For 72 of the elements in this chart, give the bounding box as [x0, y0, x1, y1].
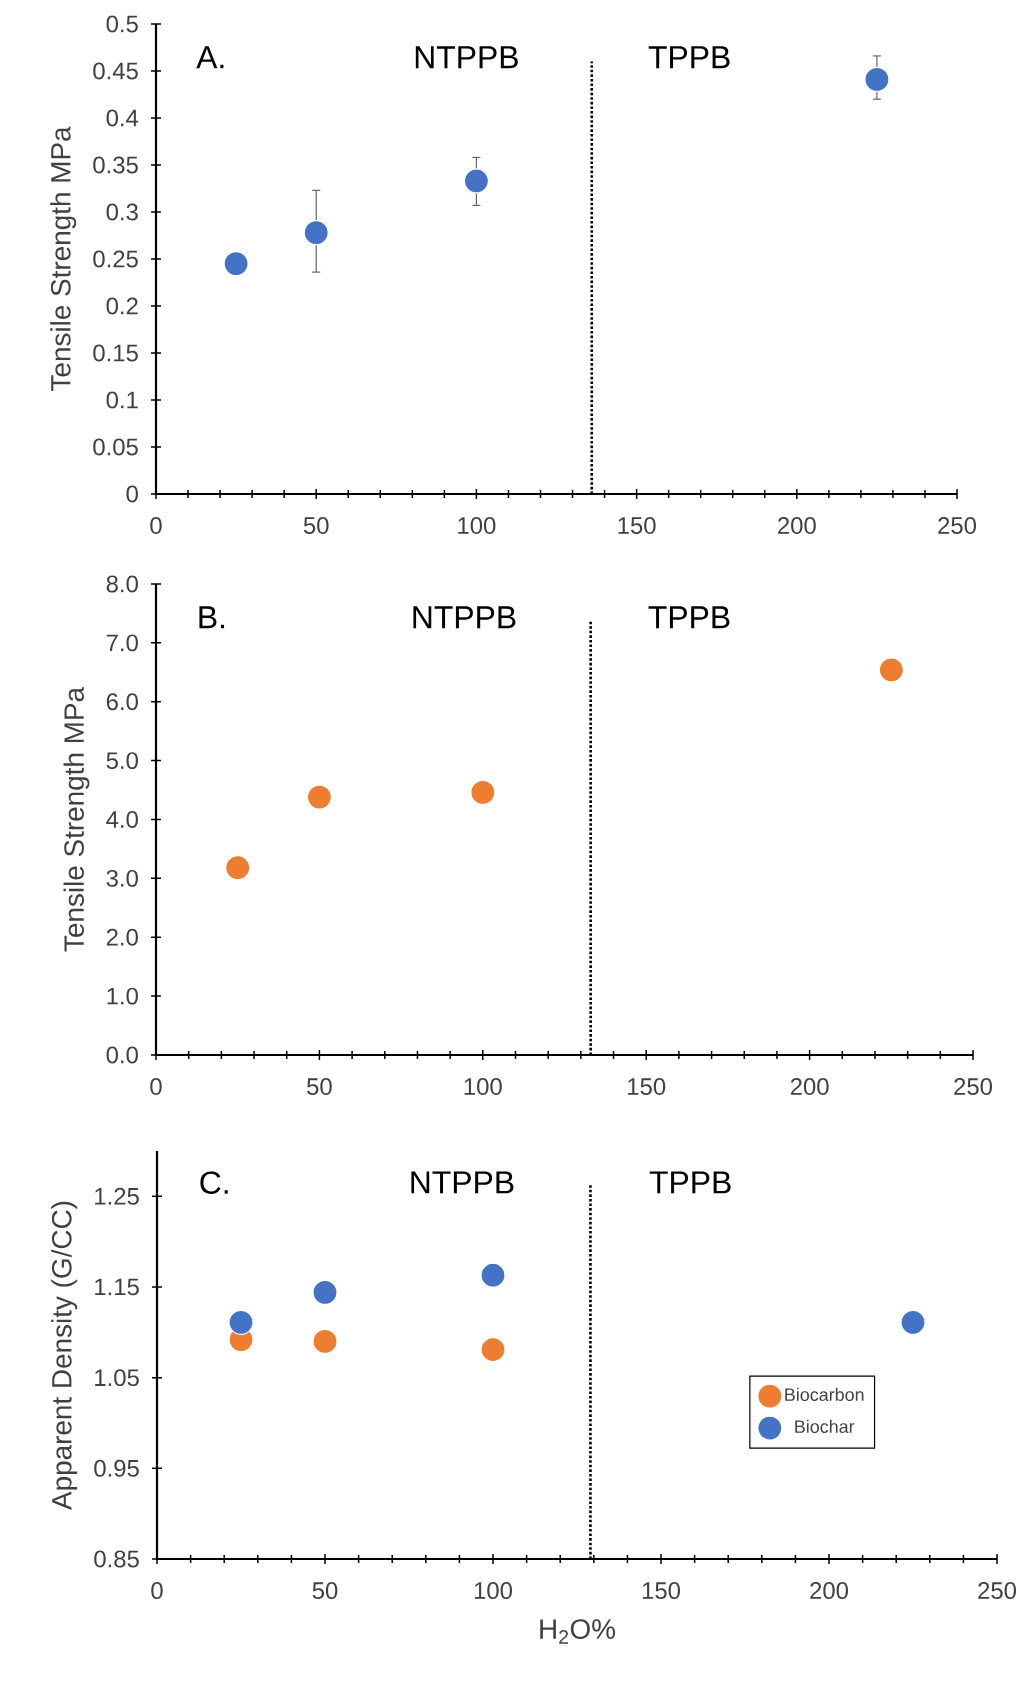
- y-tick-label: 0.35: [93, 156, 138, 174]
- x-tick-label: 150: [628, 1078, 666, 1096]
- x-tick-label: 50: [307, 1078, 332, 1096]
- point: [312, 1279, 338, 1306]
- y-tick-label: 2.0: [106, 928, 138, 946]
- y-tick-label: 8.0: [106, 575, 138, 593]
- annotation: TPPB: [648, 46, 730, 69]
- y-tick-label: 0.95: [94, 1459, 139, 1477]
- point: [480, 1262, 506, 1288]
- legend-label: Biochar: [795, 1419, 855, 1433]
- point: [463, 168, 490, 194]
- y-tick-label: 0.45: [93, 62, 138, 80]
- x-tick-label: 250: [938, 517, 977, 535]
- y-tick-label: 0.4: [106, 109, 139, 127]
- y-tick-label: 0.85: [94, 1550, 139, 1568]
- annotation: NTPPB: [413, 606, 516, 629]
- annotation: C.: [200, 1171, 228, 1194]
- y-tick-label: 1.25: [95, 1187, 139, 1205]
- x-tick-label: 0: [151, 1582, 163, 1600]
- point: [303, 220, 329, 246]
- annotation: A.: [196, 46, 224, 69]
- x-tick-label: 0: [150, 1078, 162, 1096]
- y-tick-label: 0.05: [93, 438, 138, 456]
- x-tick-label: 50: [312, 1582, 338, 1600]
- point: [878, 657, 904, 683]
- x-tick-label: 200: [790, 1078, 829, 1096]
- legend-label: Biocarbon: [785, 1387, 864, 1401]
- x-tick-label: 100: [464, 1078, 502, 1096]
- annotation: B.: [199, 606, 225, 629]
- point: [470, 779, 496, 805]
- x-tick-label: 250: [954, 1078, 993, 1096]
- point: [864, 66, 890, 93]
- y-tick-label: 0.25: [93, 250, 138, 268]
- y-axis-title: Tensile Strength MPa: [50, 126, 77, 391]
- point: [306, 784, 333, 810]
- y-tick-label: 0.2: [106, 297, 138, 315]
- y-axis-title: Tensile Strength MPa: [63, 686, 90, 952]
- y-tick-label: 1.05: [95, 1369, 139, 1387]
- y-tick-label: 6.0: [106, 693, 138, 711]
- x-tick-label: 200: [778, 517, 816, 535]
- annotation: NTPPB: [415, 46, 518, 69]
- y-axis-title: Apparent Density (G/CC): [51, 1201, 78, 1510]
- x-tick-label: 150: [618, 517, 656, 535]
- annotation: TPPB: [648, 606, 730, 629]
- point: [228, 1309, 254, 1335]
- y-tick-label: 0.15: [93, 344, 138, 362]
- y-tick-label: 3.0: [106, 869, 138, 887]
- point: [223, 251, 249, 277]
- point: [900, 1309, 926, 1335]
- point: [225, 855, 251, 881]
- y-tick-label: 0.5: [106, 15, 138, 33]
- y-tick-label: 0.0: [106, 1046, 138, 1064]
- y-tick-label: 4.0: [106, 811, 138, 828]
- y-tick-label: 0.1: [106, 391, 138, 409]
- x-tick-label: 0: [150, 517, 162, 535]
- annotation: TPPB: [649, 1171, 731, 1194]
- annotation: NTPPB: [411, 1171, 514, 1194]
- y-tick-label: 5.0: [106, 752, 138, 770]
- x-axis-title: H$_{2}$O%: [540, 1619, 616, 1644]
- y-tick-label: 1.0: [107, 987, 138, 1005]
- y-tick-label: 0: [126, 485, 138, 503]
- y-tick-label: 0.3: [106, 203, 138, 221]
- x-tick-label: 200: [810, 1582, 849, 1600]
- x-tick-label: 100: [474, 1582, 513, 1600]
- x-tick-label: 250: [978, 1582, 1017, 1600]
- point: [312, 1328, 338, 1354]
- x-tick-label: 50: [303, 517, 329, 535]
- x-tick-label: 100: [458, 517, 496, 535]
- y-tick-label: 7.0: [106, 634, 138, 652]
- x-tick-label: 150: [642, 1582, 681, 1600]
- point: [480, 1336, 506, 1363]
- y-tick-label: 1.15: [95, 1278, 139, 1296]
